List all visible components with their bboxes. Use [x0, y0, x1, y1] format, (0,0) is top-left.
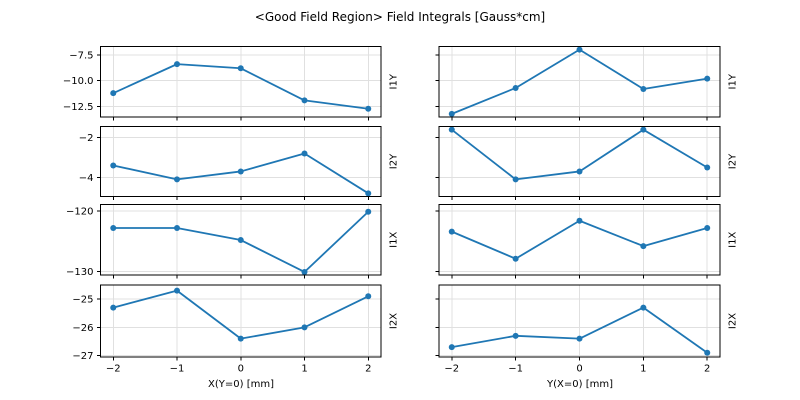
x-tick-label: −1	[170, 364, 185, 375]
data-point	[640, 126, 647, 133]
y-tick-label: −4	[79, 173, 94, 184]
y-tick-label: −7.5	[69, 50, 93, 61]
y-tick-label: −25	[72, 295, 93, 306]
data-point	[110, 225, 117, 231]
y-tick-label: −10.0	[63, 76, 94, 87]
data-point	[448, 126, 455, 133]
data-point	[365, 208, 372, 215]
subplot-I1Y-right: I1Y	[435, 46, 739, 121]
data-point	[704, 225, 711, 231]
x-tick-label: 1	[301, 364, 307, 375]
subplot-I1X-right: I1X	[435, 204, 739, 279]
y-tick-label: −120	[66, 207, 93, 218]
data-point	[174, 287, 180, 294]
row-y-axis-label: I1Y	[728, 73, 739, 89]
data-point	[237, 335, 244, 342]
row-y-axis-label: I2X	[389, 313, 400, 329]
subplot-I2X-right: −2 −1 0 1 2 I2X	[435, 284, 739, 375]
row-y-axis-label: I1Y	[389, 73, 400, 89]
data-point	[512, 255, 519, 262]
x-tick-label: −2	[106, 364, 121, 375]
subplot-I1X-left: −120 −130 I1X	[66, 204, 400, 279]
x-tick-label: 2	[365, 364, 371, 375]
data-point	[640, 243, 647, 250]
data-point	[576, 46, 583, 53]
data-point	[110, 304, 117, 311]
data-point	[704, 349, 711, 356]
row-y-axis-label: I2Y	[389, 153, 400, 169]
data-point	[512, 176, 519, 183]
data-point	[448, 228, 455, 235]
data-point	[301, 150, 308, 157]
data-point	[237, 237, 244, 244]
data-point	[301, 268, 308, 275]
row-y-axis-label: I2Y	[728, 153, 739, 169]
subplot-I1Y-left: −7.5 −10.0 −12.5 I1Y	[63, 46, 400, 121]
data-point	[704, 75, 711, 82]
row-y-axis-label: I1X	[389, 232, 400, 248]
data-point	[365, 190, 372, 197]
data-point	[448, 344, 455, 351]
data-point	[301, 324, 308, 331]
data-point	[174, 61, 180, 68]
data-point	[110, 90, 117, 97]
data-point	[512, 84, 519, 91]
data-point	[704, 164, 711, 171]
subplot-I2Y-right: I2Y	[435, 126, 739, 200]
row-y-axis-label: I1X	[728, 232, 739, 248]
x-axis-label-right-column: Y(X=0) [mm]	[547, 379, 613, 390]
data-point	[237, 65, 244, 72]
data-point	[237, 168, 244, 175]
x-tick-label: 0	[238, 364, 244, 375]
x-axis-label-left-column: X(Y=0) [mm]	[208, 379, 274, 390]
x-tick-label: 0	[576, 364, 582, 375]
y-tick-label: −130	[66, 267, 93, 278]
subplot-I2X-left: −25 −26 −27 −2 −1 0 1 2 I2X	[72, 284, 400, 375]
x-tick-label: 1	[640, 364, 646, 375]
data-point	[301, 97, 308, 104]
data-point	[110, 162, 117, 169]
data-point	[576, 217, 583, 224]
data-point	[512, 332, 519, 339]
y-tick-label: −26	[72, 323, 93, 334]
data-point	[640, 304, 647, 311]
subplot-I2Y-left: −2 −4 I2Y	[79, 126, 400, 200]
y-tick-label: −27	[72, 351, 93, 362]
data-point	[640, 86, 647, 93]
x-tick-label: −2	[444, 364, 459, 375]
data-point	[576, 335, 583, 342]
data-point	[448, 110, 455, 117]
data-point	[365, 293, 372, 300]
row-y-axis-label: I2X	[728, 313, 739, 329]
data-point	[365, 105, 372, 112]
y-tick-label: −12.5	[63, 102, 94, 113]
x-tick-label: 2	[704, 364, 710, 375]
data-point	[576, 168, 583, 175]
data-point	[174, 225, 180, 231]
x-tick-label: −1	[508, 364, 523, 375]
figure-title: <Good Field Region> Field Integrals [Gau…	[254, 10, 546, 24]
y-tick-label: −2	[79, 133, 94, 144]
data-point	[174, 176, 180, 183]
